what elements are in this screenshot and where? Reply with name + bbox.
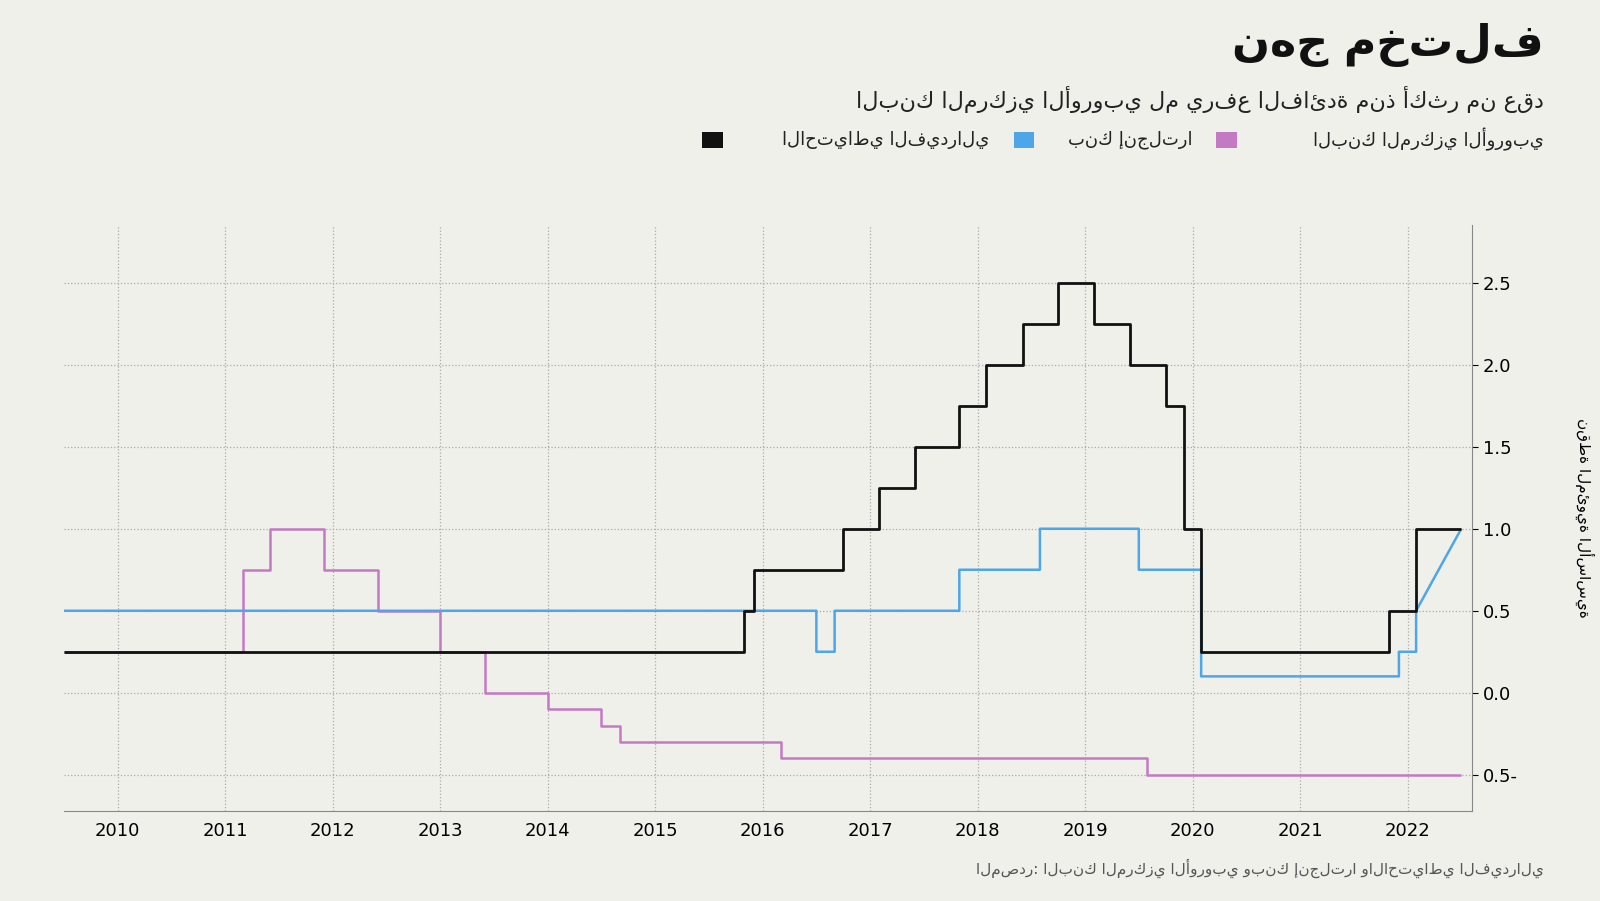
Text: المصدر: البنك المركزي الأوروبي وبنك إنجلترا والاحتياطي الفيدرالي: المصدر: البنك المركزي الأوروبي وبنك إنجل… xyxy=(976,860,1544,878)
Y-axis label: نقطة المئوية الأساسية: نقطة المئوية الأساسية xyxy=(1574,418,1595,618)
Text: بنك إنجلترا: بنك إنجلترا xyxy=(1067,131,1192,149)
Text: الاحتياطي الفيدرالي: الاحتياطي الفيدرالي xyxy=(782,131,989,149)
Text: البنك المركزي الأوروبي: البنك المركزي الأوروبي xyxy=(1314,128,1544,151)
Text: البنك المركزي الأوروبي لم يرفع الفائدة منذ أكثر من عقد: البنك المركزي الأوروبي لم يرفع الفائدة م… xyxy=(856,86,1544,113)
Text: نهج مختلف: نهج مختلف xyxy=(1232,23,1544,67)
